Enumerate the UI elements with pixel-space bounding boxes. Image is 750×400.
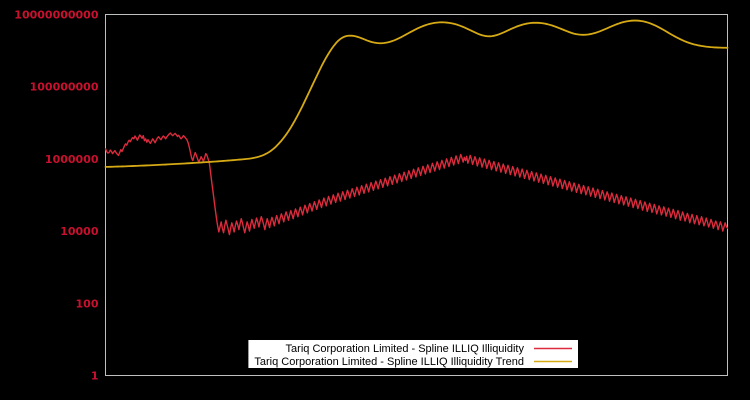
legend-label-illiquidity: Tariq Corporation Limited - Spline ILLIQ… (286, 343, 525, 355)
y-axis-tick-label: 1000000 (45, 153, 99, 166)
plot-area (104, 19, 729, 236)
y-axis-tick-label: 100000000 (30, 81, 99, 94)
plot-frame (105, 14, 728, 376)
legend-background (248, 340, 578, 368)
y-axis-tick-labels: 1 100 10000 1000000 100000000 10000000000 (14, 9, 99, 383)
y-axis-tick-label: 1 (91, 370, 99, 383)
chart-legend: Tariq Corporation Limited - Spline ILLIQ… (248, 340, 578, 368)
y-axis-tick-label: 10000000000 (14, 9, 99, 22)
series-line-illiquidity-trend (104, 19, 729, 168)
legend-label-illiquidity-trend: Tariq Corporation Limited - Spline ILLIQ… (254, 356, 524, 368)
y-axis-tick-label: 100 (76, 297, 99, 310)
y-axis-tick-label: 10000 (60, 225, 99, 238)
